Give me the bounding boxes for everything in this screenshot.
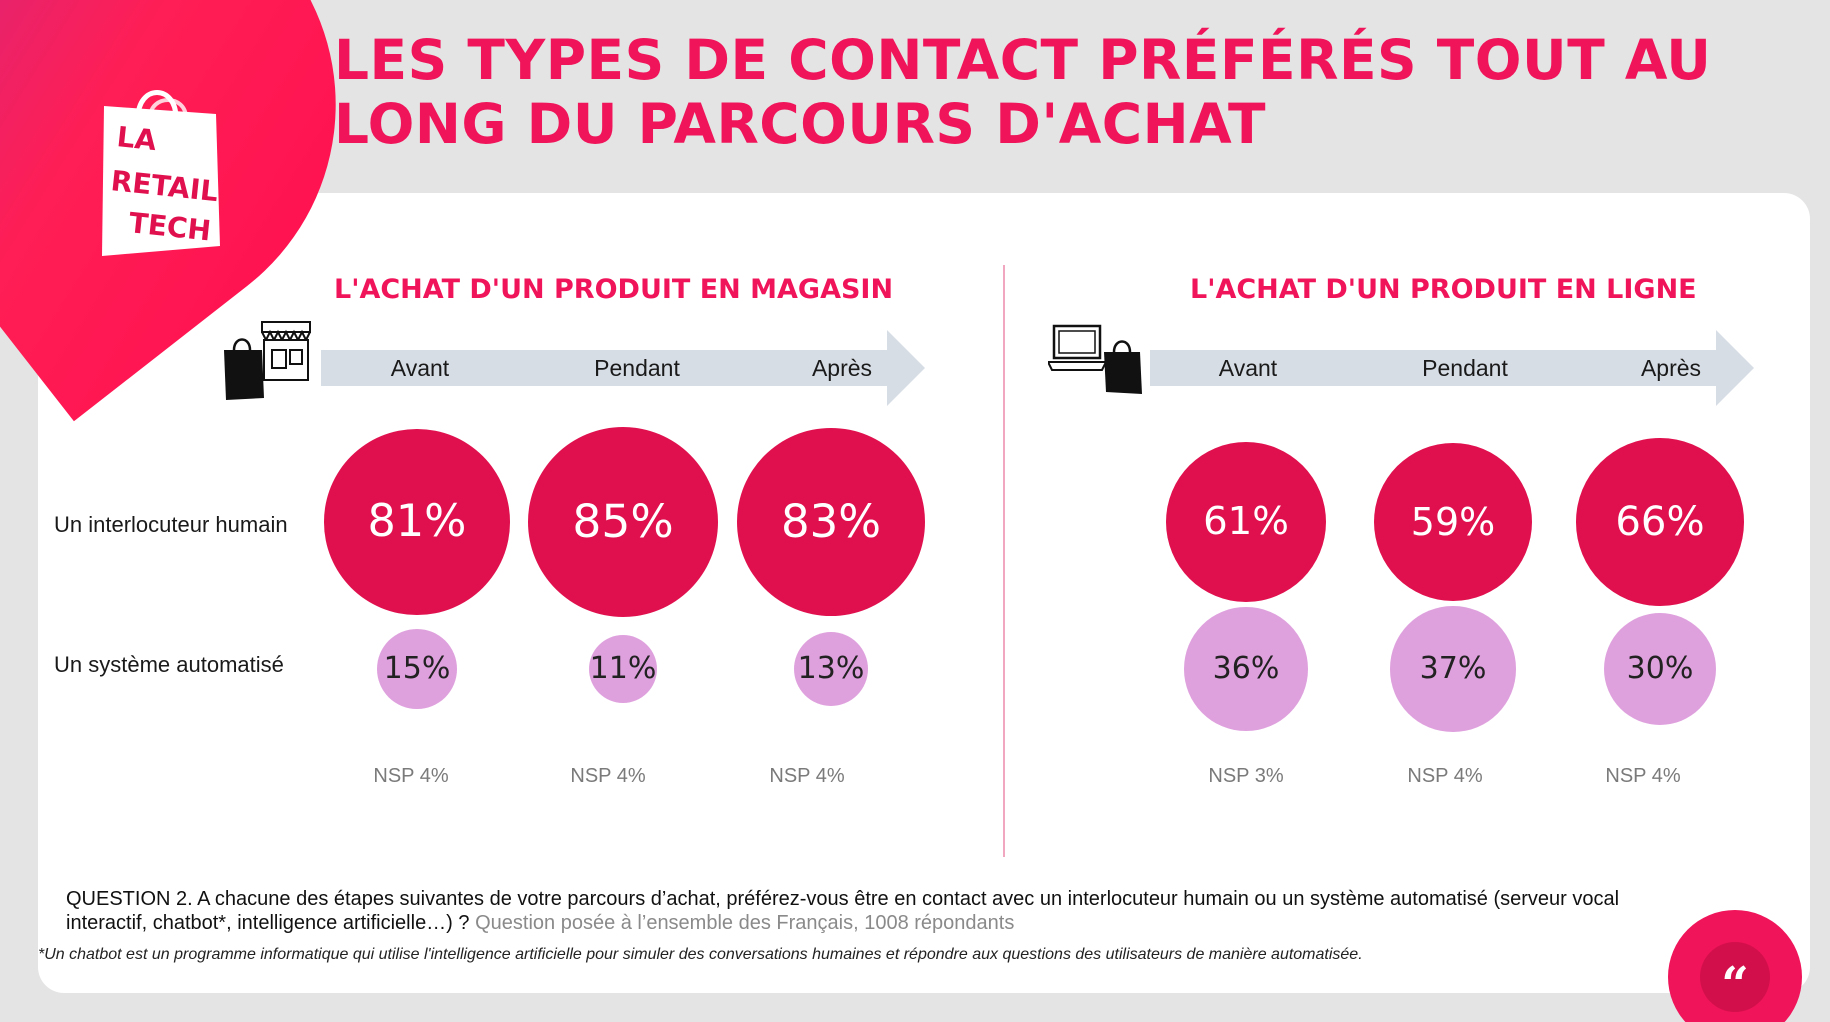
bubble-magasin-human-avant: 81% xyxy=(324,429,510,615)
question-text: QUESTION 2. A chacune des étapes suivant… xyxy=(66,887,1626,935)
section-title-ligne: L'ACHAT D'UN PRODUIT EN LIGNE xyxy=(1190,274,1697,305)
nsp-ligne-pendant: NSP 4% xyxy=(1407,765,1483,787)
content-card xyxy=(38,193,1810,993)
quote-icon: “ xyxy=(1700,942,1770,1013)
bubble-magasin-auto-avant: 15% xyxy=(377,629,457,709)
timeline-arrow-ligne xyxy=(1150,330,1754,406)
bubble-magasin-human-apres: 83% xyxy=(737,428,925,616)
bubble-ligne-auto-pendant: 37% xyxy=(1390,606,1516,732)
nsp-ligne-avant: NSP 3% xyxy=(1208,765,1284,787)
phase-label-magasin-apres: Après xyxy=(811,355,873,381)
title-line-1: LES TYPES DE CONTACT PRÉFÉRÉS TOUT AU xyxy=(334,28,1712,92)
phase-label-ligne-apres: Après xyxy=(1640,355,1702,381)
bubble-ligne-auto-avant: 36% xyxy=(1184,607,1308,731)
bubble-magasin-auto-apres: 13% xyxy=(793,631,869,707)
logo-line-1: LA xyxy=(115,120,158,157)
bubble-magasin-human-pendant: 85% xyxy=(528,427,718,617)
bubble-ligne-human-avant: 61% xyxy=(1165,441,1327,603)
phase-label-ligne-pendant: Pendant xyxy=(1422,355,1508,381)
row-label-auto: Un système automatisé xyxy=(54,652,284,677)
nsp-ligne-apres: NSP 4% xyxy=(1605,765,1681,787)
bubble-magasin-auto-pendant: 11% xyxy=(588,634,658,704)
nsp-magasin-avant: NSP 4% xyxy=(373,765,449,787)
bubble-ligne-human-pendant: 59% xyxy=(1373,442,1533,602)
retail-tech-logo: LA RETAIL TECH xyxy=(102,90,220,256)
footnote: *Un chatbot est un programme informatiqu… xyxy=(38,946,1363,963)
bubble-ligne-auto-apres: 30% xyxy=(1603,612,1717,726)
quote-badge: “ xyxy=(1668,910,1802,1022)
nsp-magasin-pendant: NSP 4% xyxy=(570,765,646,787)
phase-label-magasin-avant: Avant xyxy=(390,355,450,381)
bubble-ligne-human-apres: 66% xyxy=(1576,438,1744,606)
section-title-magasin: L'ACHAT D'UN PRODUIT EN MAGASIN xyxy=(334,274,894,305)
laptop-shopping-bag-icon xyxy=(1048,324,1142,394)
question-main: QUESTION 2. A chacune des étapes suivant… xyxy=(66,888,1620,934)
question-note: Question posée à l’ensemble des Français… xyxy=(475,912,1015,934)
title-line-2: LONG DU PARCOURS D'ACHAT xyxy=(334,92,1266,156)
row-label-human: Un interlocuteur humain xyxy=(54,512,288,537)
shopping-bag-store-icon xyxy=(224,321,311,400)
section-divider xyxy=(1003,265,1005,857)
nsp-magasin-apres: NSP 4% xyxy=(769,765,845,787)
phase-label-magasin-pendant: Pendant xyxy=(594,355,680,381)
phase-label-ligne-avant: Avant xyxy=(1218,355,1278,381)
page-title: LES TYPES DE CONTACT PRÉFÉRÉS TOUT AU LO… xyxy=(334,28,1814,156)
timeline-arrow-magasin xyxy=(321,330,925,406)
